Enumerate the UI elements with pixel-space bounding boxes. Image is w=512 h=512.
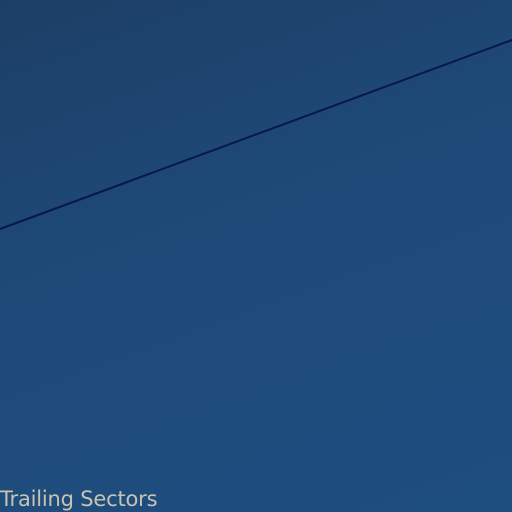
diagonal-line [0, 39, 512, 230]
caption-label: Trailing Sectors [0, 487, 158, 511]
